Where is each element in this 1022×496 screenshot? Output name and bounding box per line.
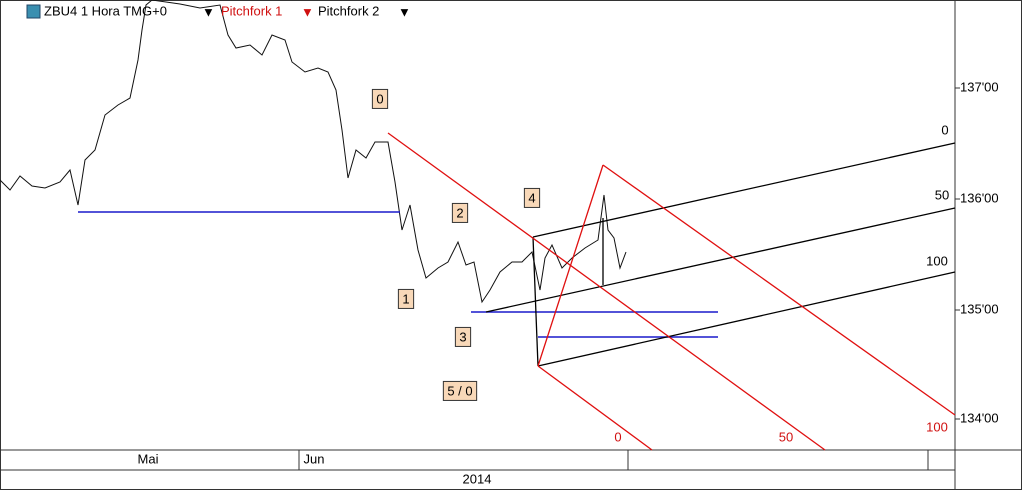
pitchfork-1 <box>387 132 956 451</box>
wave-labels: 0 1 2 3 4 5 / 0 <box>371 88 541 401</box>
pitchfork-1-level: 0 <box>614 429 621 444</box>
wave-box <box>523 187 541 208</box>
wave-text: 2 <box>456 205 463 220</box>
month-label: Mai <box>138 451 159 466</box>
pitchfork-1-level: 100 <box>926 419 948 434</box>
wave-box <box>451 202 469 223</box>
pitchfork-line <box>485 207 956 313</box>
price-label: 137'00 <box>960 79 999 94</box>
year-label: 2014 <box>463 471 492 486</box>
wave-text: 4 <box>528 190 535 205</box>
wave-box <box>454 326 472 347</box>
wave-label: 1 <box>397 288 415 309</box>
wave-box <box>371 88 389 109</box>
wave-label: 4 <box>523 187 541 208</box>
wave-label: 5 / 0 <box>442 380 478 401</box>
price-label: 134'00 <box>960 410 999 425</box>
price-label: 136'00 <box>960 190 999 205</box>
pitchfork-2 <box>485 142 956 367</box>
symbol-label[interactable]: ZBU4 1 Hora TMG+0 <box>44 3 167 18</box>
price-label: 135'00 <box>960 301 999 316</box>
wave-text: 3 <box>459 329 466 344</box>
wave-box <box>442 380 478 401</box>
level-labels: 0 50 100 0 50 100 <box>614 122 949 444</box>
pitchfork-line <box>602 164 956 416</box>
pitchfork-1-label[interactable]: Pitchfork 1 <box>221 3 282 18</box>
wave-label: 0 <box>371 88 389 109</box>
dropdown-arrow[interactable]: ▼ <box>301 4 314 19</box>
pitchfork-2-label[interactable]: Pitchfork 2 <box>318 3 379 18</box>
pitchfork-1-level: 50 <box>779 429 793 444</box>
month-label: Jun <box>304 451 325 466</box>
pitchfork-handle <box>532 236 539 367</box>
pitchfork-handle <box>537 164 604 367</box>
pitchfork-line <box>387 132 826 451</box>
price-axis: 137'00 136'00 135'00 134'00 <box>955 79 999 425</box>
pitchfork-2-level: 100 <box>926 253 948 268</box>
pitchfork-2-level: 0 <box>941 122 948 137</box>
wave-text: 1 <box>402 291 409 306</box>
wave-label: 2 <box>451 202 469 223</box>
dropdown-arrow[interactable]: ▼ <box>398 4 411 19</box>
pitchfork-line <box>537 271 956 367</box>
wave-text: 5 / 0 <box>447 383 472 398</box>
symbol-icon <box>26 4 41 19</box>
wave-text: 0 <box>376 91 383 106</box>
price-bars <box>0 0 627 304</box>
pitchfork-line <box>537 365 653 451</box>
wave-label: 3 <box>454 326 472 347</box>
pitchfork-2-level: 50 <box>935 187 949 202</box>
dropdown-arrow[interactable]: ▼ <box>202 4 215 19</box>
wave-box <box>397 288 415 309</box>
